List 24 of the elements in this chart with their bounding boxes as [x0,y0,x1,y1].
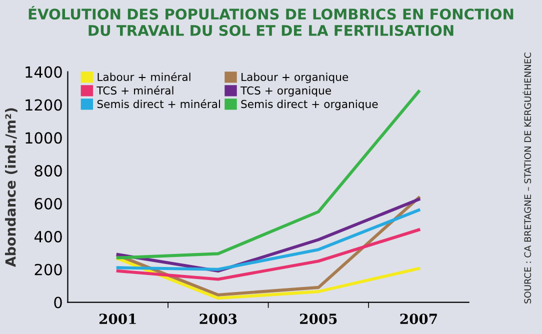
x-tick-label: 2001 [99,314,136,324]
y-tick-label: 800 [34,165,62,177]
source-note: SOURCE : CA BRETAGNE – STATION DE KERGUÉHENNEC [522,52,532,304]
line-series [116,208,420,271]
x-tick-label: 2007 [400,314,437,324]
legend-label: Semis direct + organique [241,100,378,110]
y-tick-label: 0 [54,296,62,308]
chart-title: ÉVOLUTION DES POPULATIONS DE LOMBRICS EN FONCTION DU TRAVAIL DU SOL ET DE LA FERTILISATION [28,6,514,36]
y-tick-label: 200 [34,264,62,276]
legend-label: TCS + minéral [96,86,174,95]
y-tick-label: 600 [34,198,62,210]
line-series [116,257,420,300]
line-series [116,228,420,281]
legend-label: Labour + minéral [98,72,190,82]
x-tick-label: 2003 [200,314,237,324]
y-axis-title: Abondance (ind./m²) [5,108,18,267]
y-tick-label: 400 [34,230,62,242]
y-tick-label: 1200 [26,99,62,111]
x-tick-label: 2005 [300,314,337,324]
legend-label: TCS + organique [240,86,331,97]
y-tick-label: 1400 [26,66,62,78]
legend-label: Semis direct + minéral [97,99,220,108]
legend-label: Labour + organique [242,72,348,84]
y-tick-label: 1000 [26,132,62,144]
